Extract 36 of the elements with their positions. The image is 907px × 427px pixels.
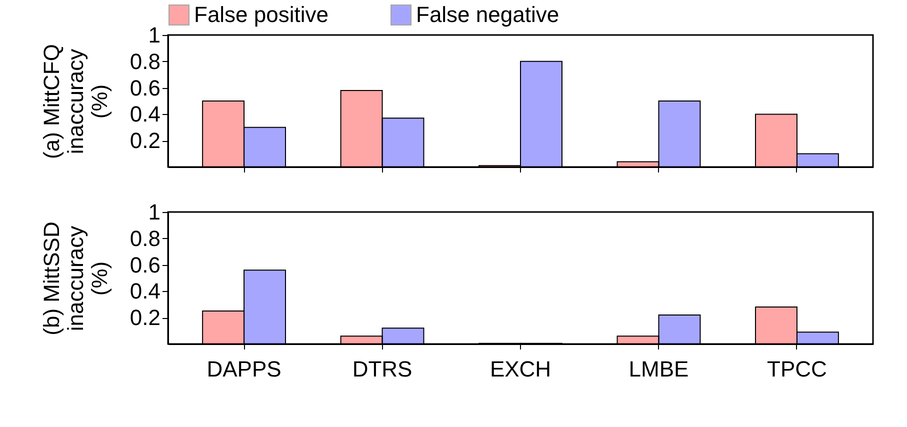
bar xyxy=(520,60,562,168)
bar xyxy=(755,114,798,168)
bar xyxy=(796,332,839,344)
bar xyxy=(616,336,660,344)
y-tick-label: 0.6 xyxy=(130,75,160,100)
legend-label: False positive xyxy=(194,2,329,27)
x-tick-label: DTRS xyxy=(352,356,412,382)
y-axis-title: (b) MittSSD inaccuracy (%) xyxy=(38,222,112,336)
y-axis-title: (a) MittCFQ inaccuracy (%) xyxy=(38,44,112,159)
bar xyxy=(658,100,701,168)
bar xyxy=(340,336,383,344)
bar xyxy=(755,306,798,344)
y-tick-label: 0.8 xyxy=(130,48,160,74)
y-tick-label: 0.2 xyxy=(130,128,160,154)
bar xyxy=(658,314,701,344)
bar xyxy=(796,153,839,168)
y-tick-label: 0.4 xyxy=(130,278,160,304)
bar xyxy=(340,90,383,168)
bar xyxy=(244,126,286,168)
x-tick-label: EXCH xyxy=(490,356,552,382)
bar xyxy=(382,328,424,344)
y-tick-label: 0.8 xyxy=(130,226,160,251)
x-tick-label: DAPPS xyxy=(206,356,282,382)
y-tick-label: 0.4 xyxy=(130,102,160,127)
y-tick-label: 0.6 xyxy=(130,252,160,278)
bar xyxy=(202,310,245,344)
y-tick-label: 0.2 xyxy=(130,305,160,330)
x-tick-label: LMBE xyxy=(628,356,689,382)
bar xyxy=(244,270,286,344)
x-tick-label: TPCC xyxy=(767,356,828,382)
y-tick-label: 1 xyxy=(148,200,160,224)
y-tick-label: 1 xyxy=(148,22,160,48)
bar xyxy=(616,161,660,168)
legend-label: False negative xyxy=(416,2,560,27)
bar xyxy=(382,118,424,168)
bar xyxy=(202,100,245,168)
